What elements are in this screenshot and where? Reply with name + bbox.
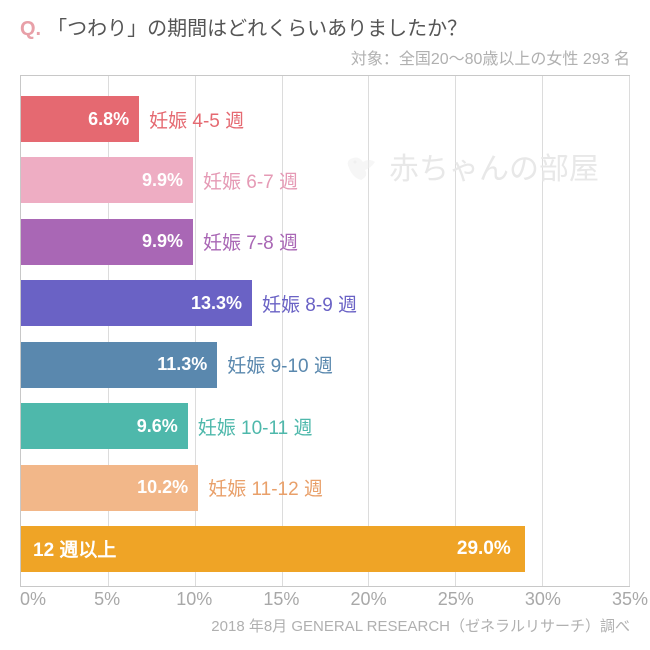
bar: 10.2% bbox=[21, 465, 198, 511]
bar-label: 妊娠 9-10 週 bbox=[227, 351, 333, 378]
bar-row: 9.9% 妊娠 7-8 週 bbox=[21, 219, 629, 265]
bar-label: 12 週以上 bbox=[33, 535, 116, 562]
bar-percent: 9.9% bbox=[142, 231, 183, 252]
question-prefix: Q. bbox=[20, 18, 41, 40]
chart-footer: 2018 年8月 GENERAL RESEARCH（ゼネラルリサーチ）調べ bbox=[20, 615, 630, 636]
x-tick-label: 10% bbox=[176, 589, 212, 610]
question-title: 「つわり」の期間はどれくらいありましたか？ bbox=[47, 18, 467, 40]
x-tick-label: 5% bbox=[94, 589, 120, 610]
x-tick-label: 15% bbox=[263, 589, 299, 610]
bar-label: 妊娠 11-12 週 bbox=[208, 474, 323, 501]
bar-label: 妊娠 6-7 週 bbox=[203, 167, 298, 194]
x-tick-label: 30% bbox=[525, 589, 561, 610]
bar-label: 妊娠 8-9 週 bbox=[262, 290, 357, 317]
bar: 11.3% bbox=[21, 342, 217, 388]
bar: 13.3% bbox=[21, 280, 252, 326]
bar-row: 6.8% 妊娠 4-5 週 bbox=[21, 96, 629, 142]
bar-percent: 9.6% bbox=[137, 416, 178, 437]
chart-area: 赤ちゃんの部屋 6.8%妊娠 4-5 週9.9%妊娠 6-7 週9.9%妊娠 7… bbox=[20, 75, 630, 587]
bar: 9.9% bbox=[21, 219, 193, 265]
bar-percent: 11.3% bbox=[157, 354, 207, 375]
bar-label: 妊娠 7-8 週 bbox=[203, 228, 298, 255]
bar: 9.9% bbox=[21, 157, 193, 203]
bar-row: 11.3% 妊娠 9-10 週 bbox=[21, 342, 629, 388]
bar-row: 10.2% 妊娠 11-12 週 bbox=[21, 465, 629, 511]
x-tick-label: 35% bbox=[612, 589, 648, 610]
bar-percent: 6.8% bbox=[88, 109, 129, 130]
x-tick-label: 25% bbox=[438, 589, 474, 610]
x-tick-label: 0% bbox=[20, 589, 46, 610]
bar: 12 週以上 29.0% bbox=[21, 526, 525, 572]
bar-row: 12 週以上 29.0% bbox=[21, 526, 629, 572]
chart-plot: 6.8% 妊娠 4-5 週 9.9% 妊娠 6-7 週 9.9% 妊娠 7-8 週 13.3… bbox=[21, 76, 629, 586]
chart-header: Q. 「つわり」の期間はどれくらいありましたか？ bbox=[20, 12, 630, 41]
bar-row: 9.9% 妊娠 6-7 週 bbox=[21, 157, 629, 203]
bar-percent: 29.0% bbox=[457, 538, 511, 560]
bar-percent: 13.3% bbox=[191, 293, 242, 314]
x-axis: 0%5%10%15%20%25%30%35% bbox=[20, 587, 630, 613]
bar-label: 妊娠 4-5 週 bbox=[149, 106, 244, 133]
bar-label: 妊娠 10-11 週 bbox=[198, 413, 313, 440]
bar-row: 9.6% 妊娠 10-11 週 bbox=[21, 403, 629, 449]
bar-percent: 9.9% bbox=[142, 170, 183, 191]
x-tick-label: 20% bbox=[351, 589, 387, 610]
bar-percent: 10.2% bbox=[137, 477, 188, 498]
bar: 6.8% bbox=[21, 96, 139, 142]
bar: 9.6% bbox=[21, 403, 188, 449]
bar-row: 13.3% 妊娠 8-9 週 bbox=[21, 280, 629, 326]
chart-subtitle: 対象：全国20～80歳以上の女性 293 名 bbox=[20, 45, 630, 69]
bars-container: 6.8% 妊娠 4-5 週 9.9% 妊娠 6-7 週 9.9% 妊娠 7-8 週 13.3… bbox=[21, 76, 629, 586]
gridline bbox=[629, 76, 630, 586]
